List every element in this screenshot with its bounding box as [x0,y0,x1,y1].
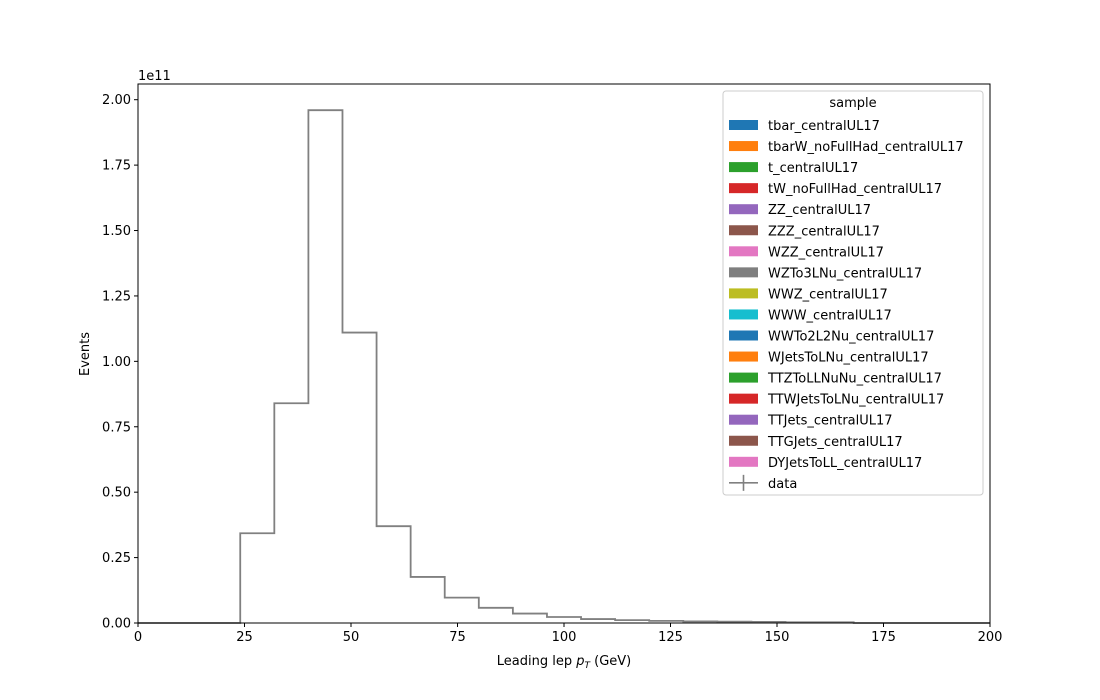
legend-swatch [729,246,758,257]
x-axis-ticks: 0 25 50 75 100 125 150 175 200 [134,623,1003,645]
legend-label: TTJets_centralUL17 [767,414,893,429]
y-tick-label: 0.50 [102,486,131,501]
legend: sample tbar_centralUL17 tbarW_noFullHad_c… [722,90,984,496]
legend-label: WZZ_centralUL17 [768,245,884,260]
y-tick-label: 1.75 [102,159,131,174]
y-tick-label: 0.25 [102,551,131,566]
y-axis-label: Events [78,332,93,376]
histogram-layer [138,109,990,624]
legend-label: ZZZ_centralUL17 [768,224,880,239]
legend-swatch [729,288,758,299]
y-tick-label: 0.75 [102,420,131,435]
x-tick-label: 150 [765,630,790,645]
y-tick-label: 1.00 [102,355,131,370]
legend-swatch [729,435,758,446]
x-tick-label: 100 [552,630,577,645]
legend-swatch [729,120,758,130]
legend-label: WWTo2L2Nu_centralUL17 [768,330,934,345]
legend-label: TTWJetsToLNu_centralUL17 [767,393,944,408]
y-axis-ticks: 0.00 0.25 0.50 0.75 1.00 1.25 1.50 1.75 2.00 [102,93,138,632]
legend-swatch [729,414,758,425]
x-tick-label: 25 [236,630,253,645]
y-tick-label: 2.00 [102,93,131,108]
legend-entries: tbar_centralUL17 tbarW_noFullHad_centralU… [729,119,964,492]
legend-swatch [729,267,758,278]
histogram-series-data [138,109,990,624]
legend-swatch [729,183,758,194]
legend-label: TTZToLLNuNu_centralUL17 [767,372,942,387]
x-axis-label: Leading lep pT (GeV) [497,654,631,671]
legend-title: sample [829,96,876,111]
legend-swatch [729,372,758,383]
legend-label: ZZ_centralUL17 [768,203,871,218]
legend-label: DYJetsToLL_centralUL17 [768,456,922,471]
legend-label: data [768,477,797,492]
legend-swatch [729,225,758,236]
legend-swatch [729,141,758,152]
legend-frame [722,90,984,496]
y-tick-label: 1.50 [102,224,131,239]
legend-label: tbarW_noFullHad_centralUL17 [768,140,964,155]
legend-label: WJetsToLNu_centralUL17 [768,351,929,366]
legend-label: tW_noFullHad_centralUL17 [768,182,942,197]
legend-swatch [729,456,758,467]
x-tick-label: 75 [449,630,466,645]
legend-label: WWW_centralUL17 [768,308,892,323]
legend-label: WZTo3LNu_centralUL17 [768,266,922,281]
x-tick-label: 50 [343,630,360,645]
y-offset-label: 1e11 [138,69,171,84]
y-tick-label: 0.00 [102,617,131,632]
legend-label: tbar_centralUL17 [768,119,880,134]
legend-swatch [729,330,758,341]
legend-swatch [729,162,758,173]
legend-label: TTGJets_centralUL17 [767,435,903,450]
legend-swatch [729,309,758,320]
legend-swatch [729,351,758,362]
legend-label: t_centralUL17 [768,161,858,176]
x-tick-label: 0 [134,630,142,645]
legend-swatch [729,204,758,215]
x-tick-label: 125 [658,630,683,645]
legend-swatch [729,393,758,404]
x-tick-label: 200 [978,630,1003,645]
legend-label: WWZ_centralUL17 [768,287,888,302]
x-tick-label: 175 [871,630,896,645]
y-tick-label: 1.25 [102,289,131,304]
